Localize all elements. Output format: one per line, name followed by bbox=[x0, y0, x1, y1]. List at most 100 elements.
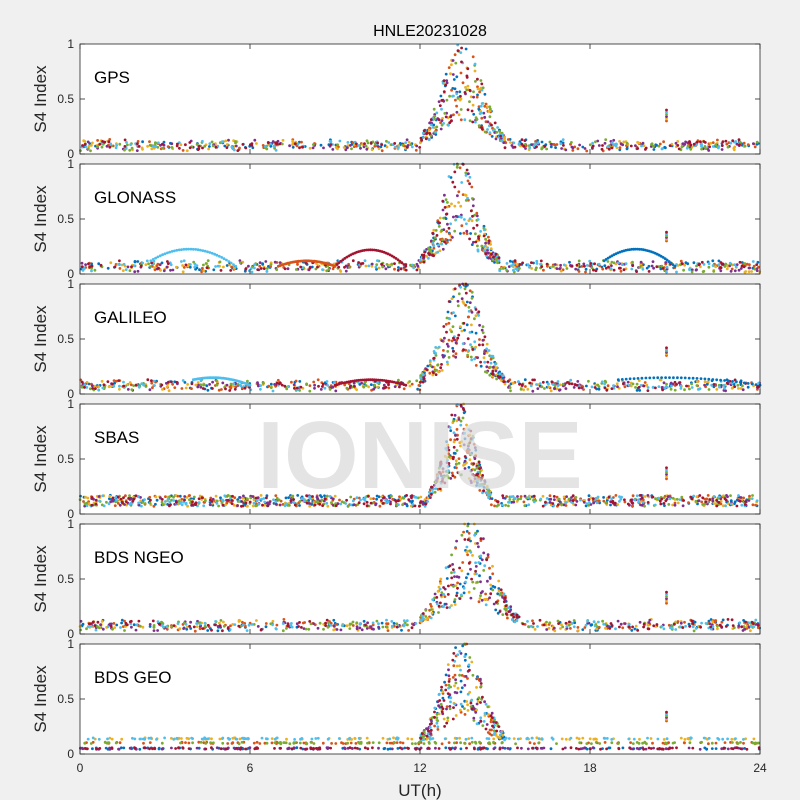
data-point bbox=[161, 498, 164, 501]
data-point bbox=[465, 292, 468, 295]
data-point bbox=[324, 622, 327, 625]
data-point bbox=[462, 81, 465, 84]
data-point bbox=[202, 270, 205, 273]
data-point bbox=[744, 271, 747, 274]
data-point bbox=[442, 209, 445, 212]
y-tick-label: 0.5 bbox=[57, 452, 74, 466]
data-point bbox=[391, 625, 394, 628]
data-point bbox=[365, 148, 368, 151]
data-point bbox=[440, 108, 443, 111]
data-point bbox=[698, 494, 701, 497]
data-point bbox=[256, 268, 259, 271]
data-point bbox=[613, 269, 616, 272]
data-point bbox=[452, 113, 455, 116]
data-point bbox=[427, 247, 430, 250]
data-point bbox=[439, 582, 442, 585]
data-point bbox=[604, 502, 607, 505]
data-point bbox=[422, 132, 425, 135]
data-point bbox=[447, 124, 450, 127]
data-point bbox=[498, 259, 501, 262]
data-point bbox=[752, 503, 755, 506]
data-point bbox=[220, 619, 223, 622]
data-point bbox=[665, 271, 668, 274]
data-point bbox=[657, 497, 660, 500]
data-point bbox=[608, 496, 611, 499]
data-point bbox=[630, 629, 633, 632]
data-point bbox=[390, 263, 393, 266]
data-point bbox=[322, 147, 325, 150]
data-point bbox=[434, 131, 437, 134]
data-point bbox=[282, 622, 285, 625]
data-point bbox=[553, 143, 556, 146]
data-point bbox=[126, 623, 129, 626]
data-point bbox=[615, 494, 618, 497]
data-point bbox=[696, 380, 699, 383]
data-point bbox=[156, 146, 159, 149]
data-point bbox=[360, 262, 363, 265]
data-point bbox=[470, 578, 473, 581]
data-point bbox=[455, 215, 458, 218]
data-point bbox=[84, 383, 87, 386]
data-point bbox=[465, 48, 468, 51]
data-point bbox=[139, 625, 142, 628]
data-point bbox=[718, 386, 721, 389]
data-point bbox=[629, 377, 632, 380]
data-point bbox=[481, 599, 484, 602]
data-point bbox=[439, 588, 442, 591]
data-point bbox=[616, 382, 619, 385]
data-point bbox=[718, 145, 721, 148]
data-point bbox=[455, 352, 458, 355]
data-point bbox=[481, 329, 484, 332]
data-point bbox=[655, 265, 658, 268]
data-point bbox=[448, 233, 451, 236]
data-point bbox=[406, 138, 409, 141]
data-point bbox=[108, 140, 111, 143]
data-point bbox=[667, 503, 670, 506]
data-point bbox=[478, 574, 481, 577]
data-point bbox=[591, 386, 594, 389]
data-point bbox=[514, 267, 517, 270]
data-point bbox=[204, 499, 207, 502]
data-point bbox=[755, 383, 758, 386]
data-point bbox=[490, 355, 493, 358]
data-point bbox=[738, 621, 741, 624]
data-point bbox=[287, 385, 290, 388]
data-point bbox=[463, 322, 466, 325]
data-point bbox=[186, 149, 189, 152]
data-point bbox=[308, 620, 311, 623]
data-point bbox=[207, 259, 210, 262]
data-point bbox=[621, 626, 624, 629]
data-point bbox=[747, 386, 750, 389]
data-point bbox=[153, 505, 156, 508]
data-point bbox=[119, 267, 122, 270]
data-point bbox=[275, 141, 278, 144]
data-point bbox=[511, 618, 514, 621]
data-point bbox=[438, 605, 441, 608]
data-point bbox=[495, 601, 498, 604]
data-point bbox=[452, 311, 455, 314]
data-point bbox=[469, 551, 472, 554]
data-point bbox=[604, 380, 607, 383]
data-point bbox=[640, 494, 643, 497]
data-point bbox=[434, 346, 437, 349]
data-point bbox=[111, 383, 114, 386]
data-point bbox=[459, 51, 462, 54]
data-point bbox=[147, 262, 150, 265]
data-point bbox=[253, 139, 256, 142]
data-point bbox=[490, 362, 493, 365]
data-point bbox=[739, 261, 742, 264]
data-point bbox=[265, 622, 268, 625]
data-point bbox=[472, 104, 475, 107]
data-point bbox=[543, 624, 546, 627]
data-point bbox=[387, 383, 390, 386]
data-point bbox=[310, 622, 313, 625]
data-point bbox=[194, 630, 197, 633]
data-point bbox=[309, 384, 312, 387]
data-point bbox=[440, 594, 443, 597]
data-point bbox=[456, 587, 459, 590]
data-point bbox=[442, 356, 445, 359]
data-point bbox=[466, 169, 469, 172]
data-point bbox=[690, 144, 693, 147]
data-point bbox=[605, 267, 608, 270]
data-point bbox=[330, 143, 333, 146]
